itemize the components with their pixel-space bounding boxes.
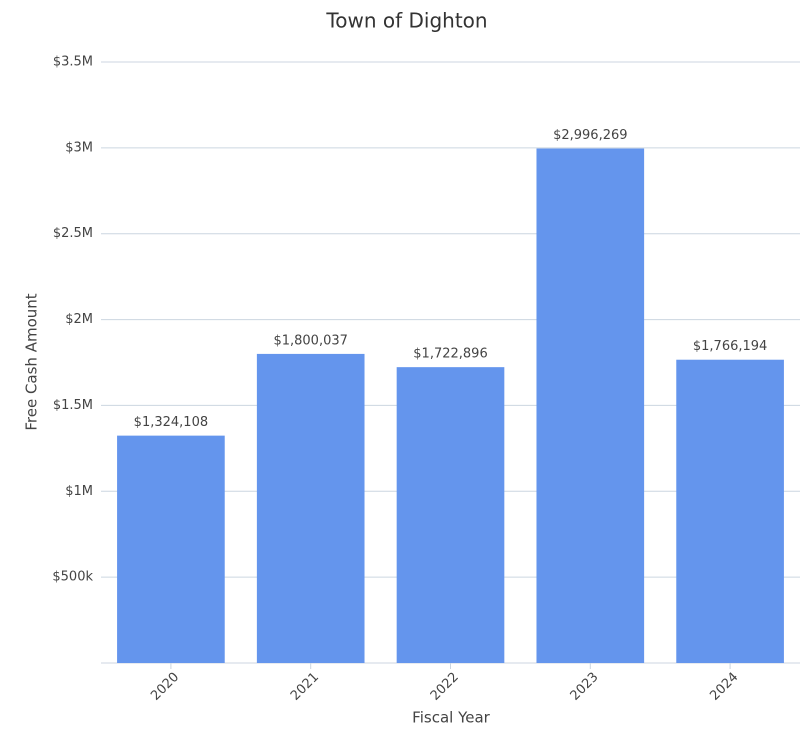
x-tick-label: 2024 [707,670,741,704]
bar [256,353,365,663]
x-tick-label: 2022 [428,670,462,704]
value-label: $2,996,269 [553,128,627,143]
y-tick-label: $3.5M [53,55,93,70]
value-label: $1,766,194 [693,339,767,354]
y-axis-title: Free Cash Amount [23,293,41,430]
y-tick-label: $500k [52,570,93,585]
y-tick-label: $1.5M [53,398,93,413]
y-tick-label: $3M [65,140,93,155]
value-label: $1,722,896 [413,347,487,362]
value-label: $1,324,108 [134,415,208,430]
bar [396,367,505,663]
x-tick-label: 2023 [568,670,602,704]
y-tick-label: $2.5M [53,226,93,241]
bar [536,148,645,663]
bar [676,359,784,663]
value-label: $1,800,037 [273,333,347,348]
chart-title: Town of Dighton [325,9,487,33]
bar [117,435,225,663]
y-tick-label: $1M [65,484,93,499]
x-tick-label: 2021 [288,670,322,704]
y-tick-label: $2M [65,312,93,327]
x-tick-label: 2020 [148,670,182,704]
x-axis-title: Fiscal Year [412,709,490,727]
